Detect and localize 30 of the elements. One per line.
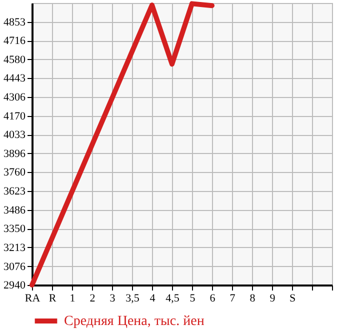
x-tick-label: 4 [150,292,156,304]
y-tick-label: 4306 [4,92,26,104]
x-tick-label: 1 [70,292,76,304]
legend-label: Средняя Цена, тыс. йен [64,314,205,329]
y-tick-label: 3076 [4,260,26,273]
x-tick-label: R [48,292,57,304]
y-tick-label: 3760 [4,166,26,179]
x-tick-label: 3,5 [126,292,140,304]
y-tick-label: 3350 [4,223,26,236]
x-tick-label: 9 [270,292,276,304]
y-tick-label: 3896 [4,148,26,160]
y-tick-label: 3486 [4,204,26,216]
y-tick-label: 4443 [4,72,26,85]
x-tick-label: 6 [210,292,216,304]
x-tick-label: RA [24,292,40,304]
x-tick-label: 8 [250,292,256,304]
y-tick-label: 4580 [4,54,26,66]
x-tick-label: 2 [90,292,96,304]
x-tick-label: 5 [190,292,196,304]
x-tick-label: 7 [230,292,236,304]
y-tick-label: 4716 [4,35,26,48]
x-tick-label: 3 [110,292,116,304]
y-tick-label: 3213 [4,242,26,254]
x-tick-label: 4,5 [166,292,180,304]
y-tick-label: 4170 [4,110,26,122]
y-tick-label: 4853 [4,16,26,28]
y-tick-label: 3623 [4,186,26,198]
y-tick-label: 2940 [4,280,26,292]
x-tick-label: S [289,292,296,304]
y-tick-label: 4033 [4,129,26,142]
